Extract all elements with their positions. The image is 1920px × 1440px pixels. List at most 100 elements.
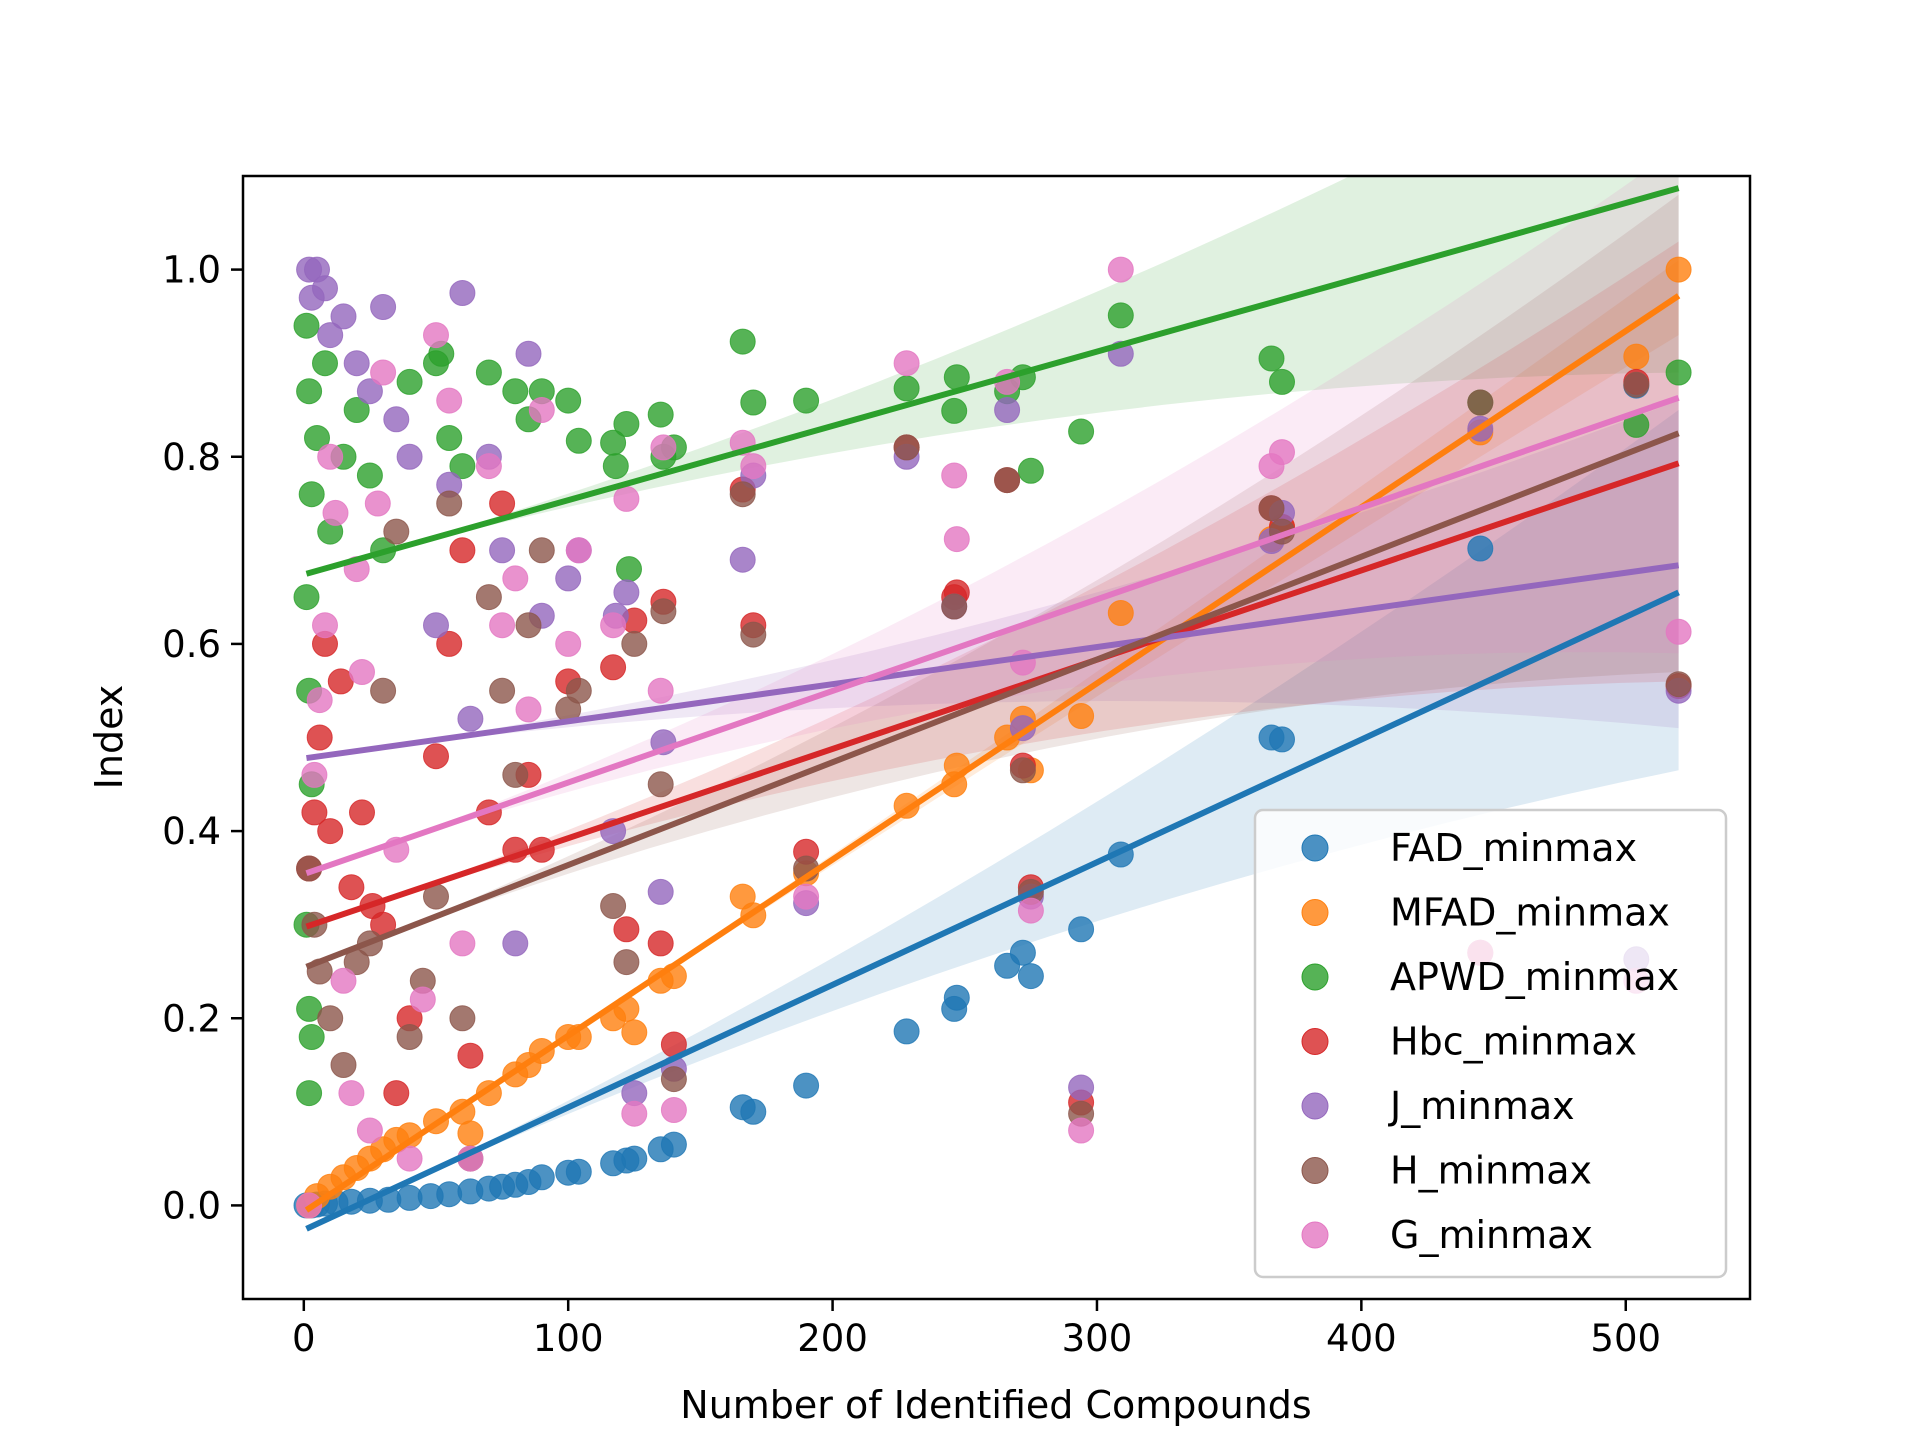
y-tick-label: 0.4 bbox=[162, 810, 221, 853]
scatter-point bbox=[370, 294, 397, 320]
legend-marker bbox=[1301, 1028, 1329, 1055]
regression-line bbox=[306, 562, 1680, 762]
scatter-point bbox=[893, 375, 920, 402]
scatter-point bbox=[423, 322, 449, 349]
scatter-point bbox=[528, 1164, 555, 1191]
x-axis-label: Number of Identified Compounds bbox=[680, 1383, 1311, 1427]
x-tick-label: 100 bbox=[533, 1317, 604, 1360]
scatter-point bbox=[349, 799, 375, 826]
scatter-point bbox=[650, 598, 677, 625]
regression-lines bbox=[304, 185, 1681, 1232]
scatter-point bbox=[1068, 418, 1095, 445]
scatter-point bbox=[409, 986, 436, 1013]
scatter-point bbox=[1017, 897, 1044, 924]
scatter-point bbox=[364, 490, 391, 517]
confidence-band bbox=[306, 194, 1679, 967]
scatter-point bbox=[349, 659, 375, 685]
regression-line bbox=[304, 293, 1681, 1213]
scatter-point bbox=[457, 705, 484, 732]
confidence-band bbox=[306, 176, 1679, 874]
x-tick-label: 400 bbox=[1326, 1317, 1397, 1360]
x-tick-label: 200 bbox=[797, 1317, 868, 1360]
scatter-point bbox=[1258, 495, 1285, 522]
scatter-point bbox=[449, 280, 476, 306]
scatter-point bbox=[1665, 671, 1692, 698]
legend-marker bbox=[1301, 963, 1329, 991]
scatter-point bbox=[1017, 963, 1044, 990]
scatter-point bbox=[621, 630, 648, 657]
scatter-point bbox=[621, 1100, 648, 1127]
scatter-point bbox=[502, 565, 529, 592]
scatter-point bbox=[740, 621, 767, 648]
scatter-point bbox=[356, 378, 383, 405]
scatter-point bbox=[356, 462, 383, 489]
scatter-point bbox=[317, 322, 344, 349]
legend-marker bbox=[1301, 834, 1329, 862]
scatter-point bbox=[449, 930, 476, 957]
scatter-point bbox=[1467, 389, 1494, 416]
x-tick-label: 0 bbox=[292, 1317, 316, 1360]
scatter-point bbox=[1665, 359, 1692, 386]
scatter-point bbox=[1623, 343, 1650, 370]
scatter-point bbox=[475, 584, 502, 611]
scatter-point bbox=[528, 397, 555, 423]
scatter-point bbox=[565, 537, 592, 564]
scatter-point bbox=[1665, 256, 1692, 283]
scatter-point bbox=[330, 303, 357, 330]
scatter-point bbox=[1009, 939, 1036, 966]
plot-frame bbox=[241, 174, 1752, 1301]
scatter-point bbox=[647, 930, 674, 957]
y-tick-label: 0.2 bbox=[162, 997, 221, 1040]
y-axis: 0.0 0.2 0.4 0.6 0.8 1.0 bbox=[162, 249, 243, 1227]
scatter-point bbox=[941, 462, 968, 489]
scatter-point bbox=[1623, 371, 1650, 398]
scatter-point bbox=[565, 427, 592, 454]
scatter-point bbox=[322, 499, 349, 526]
scatter-point bbox=[298, 481, 325, 508]
scatter-point bbox=[1017, 457, 1044, 484]
scatter-point bbox=[338, 1080, 365, 1107]
legend-label: FAD_minmax bbox=[1390, 826, 1637, 870]
scatter-point bbox=[1269, 368, 1295, 395]
scatter-point bbox=[660, 1097, 687, 1123]
scatter-point bbox=[489, 537, 516, 564]
scatter-point bbox=[943, 526, 970, 553]
scatter-point bbox=[660, 1131, 687, 1158]
scatter-point bbox=[436, 490, 463, 517]
legend-label: G_minmax bbox=[1390, 1213, 1593, 1257]
scatter-point bbox=[893, 434, 920, 461]
scatter-point bbox=[436, 425, 463, 451]
scatter-point bbox=[565, 1158, 592, 1185]
scatter-point bbox=[396, 368, 423, 395]
scatter-point bbox=[296, 378, 323, 405]
scatter-point bbox=[312, 350, 338, 377]
scatter-point bbox=[994, 467, 1021, 494]
scatter-point bbox=[600, 654, 627, 681]
scatter-point bbox=[489, 490, 516, 517]
scatter-point bbox=[647, 401, 674, 428]
scatter-point bbox=[293, 584, 320, 611]
scatter-point bbox=[489, 677, 516, 704]
scatter-point bbox=[502, 930, 529, 957]
scatter-point bbox=[457, 1120, 484, 1147]
scatter-point bbox=[621, 1145, 648, 1172]
scatter-point bbox=[301, 799, 328, 826]
scatter-point bbox=[943, 984, 970, 1011]
scatter-point bbox=[729, 328, 756, 355]
scatter-point bbox=[317, 443, 344, 470]
scatter-point bbox=[1107, 600, 1134, 626]
scatter-point bbox=[621, 1019, 648, 1046]
scatter-point bbox=[994, 397, 1021, 423]
scatter-point bbox=[502, 378, 529, 405]
scatter-point bbox=[1258, 345, 1285, 372]
scatter-point bbox=[740, 389, 767, 416]
scatter-point bbox=[740, 453, 767, 480]
scatter-point bbox=[600, 612, 627, 639]
scatter-point bbox=[475, 453, 502, 480]
scatter-point bbox=[383, 1080, 410, 1107]
scatter-point bbox=[396, 443, 423, 470]
scatter-point bbox=[396, 1145, 423, 1172]
y-tick-label: 0.6 bbox=[162, 623, 221, 666]
confidence-band bbox=[306, 241, 1679, 927]
